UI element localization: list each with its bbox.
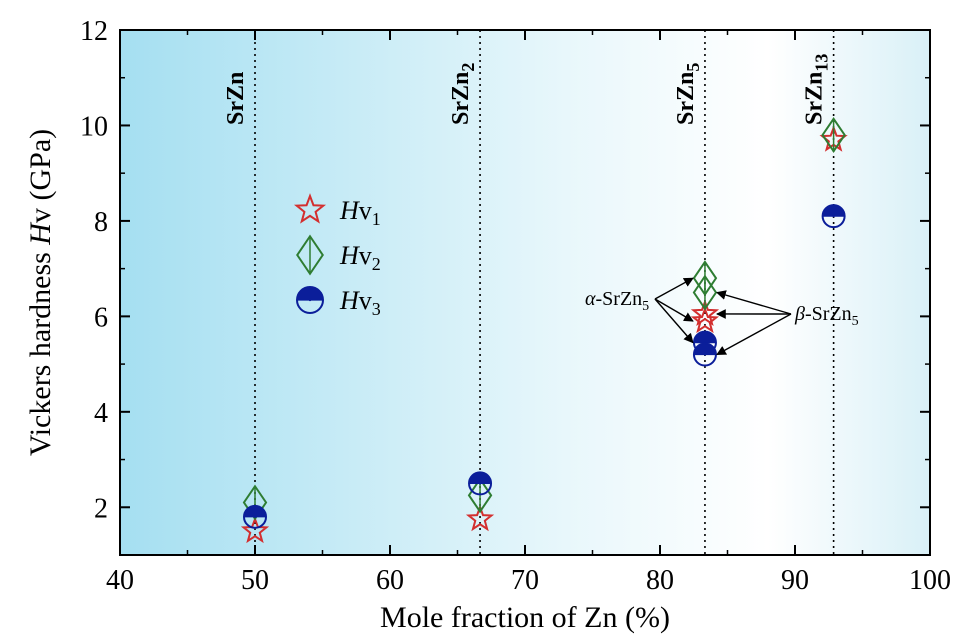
y-tick-label: 12: [80, 16, 108, 47]
x-axis-label: Mole fraction of Zn (%): [380, 601, 670, 634]
x-tick-label: 70: [511, 565, 539, 596]
x-tick-label: 100: [909, 565, 951, 596]
y-tick-label: 2: [94, 493, 108, 524]
scatter-chart: SrZnSrZn2SrZn5SrZn1340506070809010024681…: [0, 0, 962, 643]
compound-label: SrZn: [223, 72, 249, 125]
y-tick-label: 8: [94, 207, 108, 238]
x-tick-label: 60: [376, 565, 404, 596]
x-tick-label: 80: [646, 565, 674, 596]
y-tick-label: 10: [80, 111, 108, 142]
x-tick-label: 90: [781, 565, 809, 596]
y-tick-label: 4: [94, 398, 108, 429]
y-axis-label: Vickers hardness Hv (GPa): [24, 129, 57, 456]
chart-container: { "chart": { "type": "scatter", "width":…: [0, 0, 962, 643]
x-tick-label: 50: [241, 565, 269, 596]
x-tick-label: 40: [106, 565, 134, 596]
y-tick-label: 6: [94, 302, 108, 333]
compound-label: SrZn2: [448, 63, 478, 125]
compound-label: SrZn5: [673, 63, 703, 125]
